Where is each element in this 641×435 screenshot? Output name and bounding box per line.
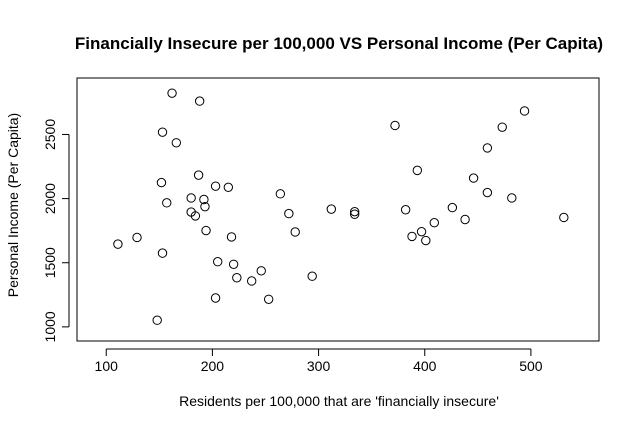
- y-axis: 1000 1500 2000 2500: [42, 119, 70, 342]
- x-axis-label: Residents per 100,000 that are 'financia…: [179, 393, 499, 409]
- x-tick-label: 200: [201, 358, 225, 374]
- x-tick-label: 500: [519, 358, 543, 374]
- data-point: [559, 212, 569, 223]
- data-point: [468, 173, 479, 183]
- data-point: [326, 204, 337, 214]
- data-point: [200, 201, 210, 212]
- data-point: [519, 106, 530, 116]
- data-point: [223, 182, 234, 193]
- data-point: [152, 315, 162, 325]
- data-point: [246, 276, 257, 286]
- data-point: [460, 214, 470, 225]
- data-point: [290, 227, 300, 237]
- x-tick-label: 100: [95, 358, 119, 374]
- data-point: [201, 225, 211, 236]
- data-point: [263, 294, 274, 304]
- data-point: [349, 206, 360, 217]
- data-point: [275, 189, 286, 199]
- data-point: [421, 235, 431, 246]
- data-point: [284, 208, 294, 219]
- data-point: [416, 226, 427, 237]
- data-point: [157, 248, 168, 258]
- data-point: [349, 209, 360, 219]
- data-points: [113, 88, 569, 325]
- data-point: [507, 193, 517, 203]
- x-tick-label: 400: [413, 358, 437, 374]
- plot-frame: [76, 77, 600, 342]
- data-point: [232, 273, 242, 283]
- y-tick-label: 1000: [42, 311, 58, 342]
- data-point: [194, 96, 205, 106]
- data-point: [412, 165, 423, 176]
- x-axis: 100 200 300 400 500: [95, 348, 543, 374]
- data-point: [157, 127, 168, 137]
- data-point: [213, 257, 223, 267]
- y-axis-label: Personal Income (Per Capita): [5, 113, 21, 297]
- data-point: [390, 120, 400, 131]
- data-point: [429, 218, 439, 228]
- data-point: [210, 293, 221, 303]
- data-point: [186, 193, 196, 203]
- data-point: [193, 170, 204, 180]
- data-point: [199, 194, 209, 205]
- data-point: [228, 259, 239, 269]
- data-point: [210, 181, 221, 191]
- data-point: [167, 88, 177, 98]
- data-point: [407, 231, 417, 242]
- data-point: [482, 187, 493, 198]
- data-point: [256, 266, 266, 276]
- data-point: [226, 232, 237, 242]
- data-point: [482, 143, 493, 153]
- data-point: [307, 271, 317, 281]
- y-tick-label: 2000: [42, 183, 58, 214]
- data-point: [162, 198, 172, 208]
- data-point: [447, 202, 458, 213]
- data-point: [132, 232, 142, 243]
- data-point: [113, 239, 123, 249]
- chart-title: Financially Insecure per 100,000 VS Pers…: [75, 34, 603, 53]
- data-point: [190, 211, 201, 221]
- y-tick-label: 1500: [42, 247, 58, 278]
- x-tick-label: 300: [307, 358, 331, 374]
- data-point: [156, 177, 167, 188]
- y-tick-label: 2500: [42, 119, 58, 150]
- data-point: [497, 122, 507, 132]
- data-point: [400, 205, 411, 215]
- data-point: [171, 138, 182, 148]
